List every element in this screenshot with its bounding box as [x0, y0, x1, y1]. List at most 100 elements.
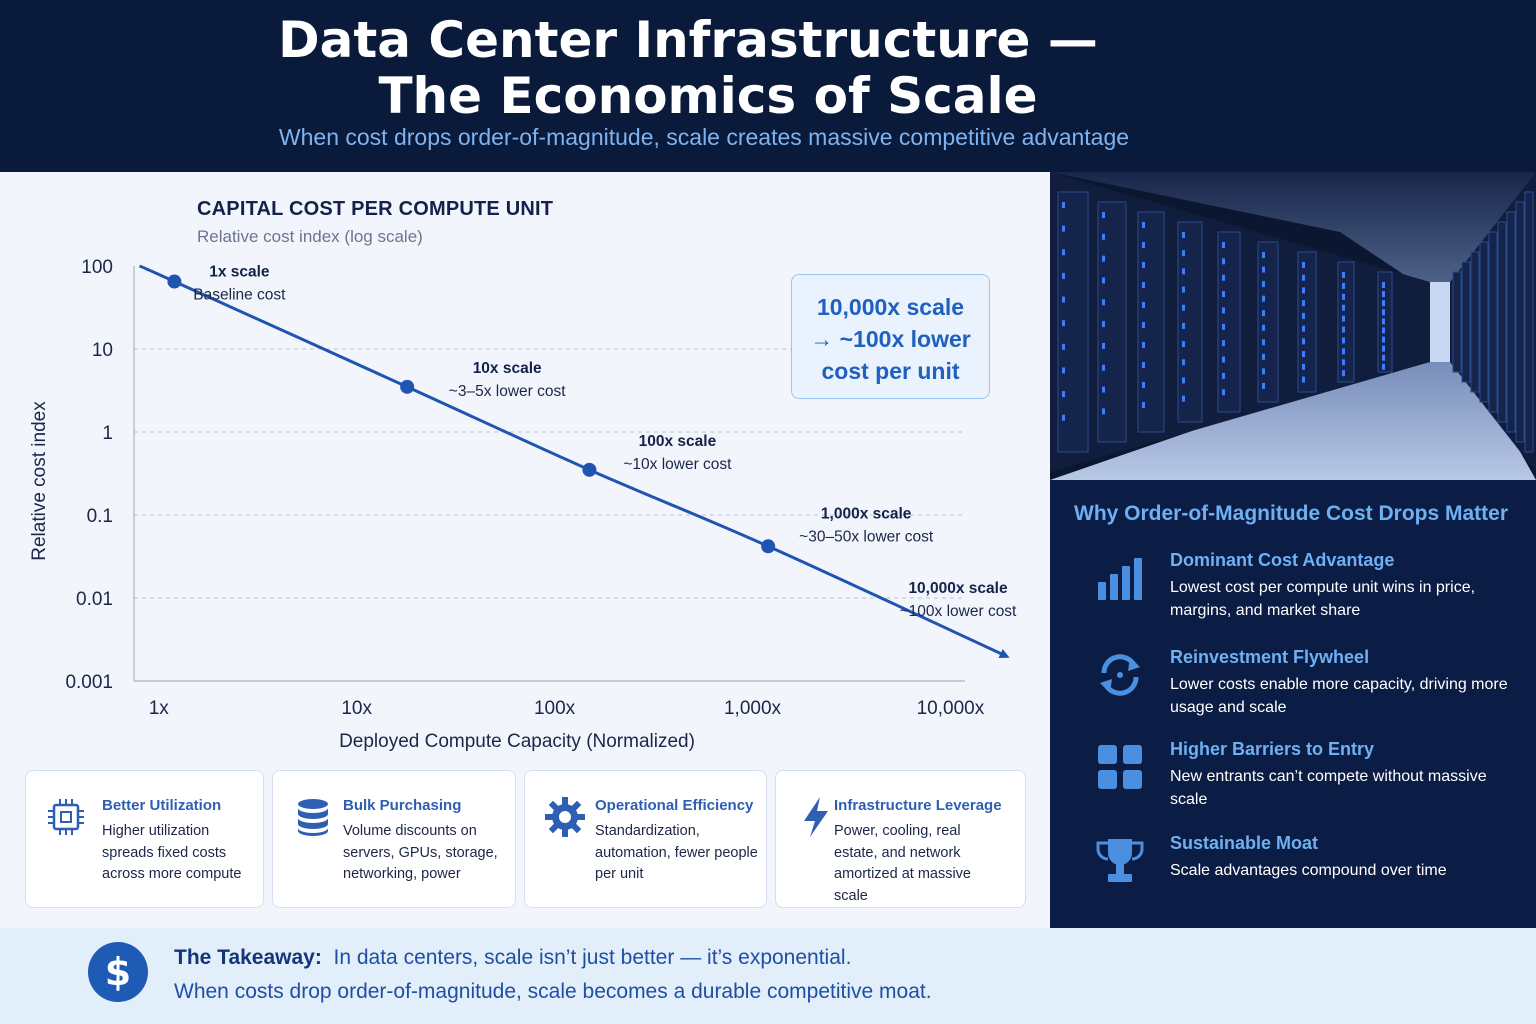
- rack-light: [1382, 309, 1385, 316]
- server-rack-right: [1452, 271, 1462, 373]
- refresh-cycle-icon: [1100, 654, 1140, 696]
- rack-light: [1142, 282, 1145, 288]
- card-desc: Higher utilization spreads fixed costs a…: [102, 823, 242, 882]
- chart-panel: [0, 172, 1050, 762]
- rack-light: [1262, 339, 1265, 346]
- rack-light: [1382, 300, 1385, 307]
- rack-light: [1302, 262, 1305, 268]
- rack-light: [1142, 342, 1145, 348]
- why-panel: Why Order-of-Magnitude Cost Drops Matter…: [1050, 480, 1536, 928]
- rack-light: [1222, 258, 1225, 265]
- card-desc: Power, cooling, real estate, and network…: [834, 823, 971, 904]
- y-tick-label: 10: [92, 340, 113, 361]
- y-tick-label: 1: [102, 423, 113, 444]
- rack-light: [1262, 353, 1265, 360]
- server-rack-right: [1506, 211, 1516, 433]
- rack-light: [1182, 268, 1185, 275]
- rack-light: [1222, 307, 1225, 314]
- server-rack-right: [1488, 231, 1498, 413]
- server-rack-left: [1257, 241, 1279, 403]
- callout-line2: → ~100x lower: [810, 326, 971, 352]
- callout-line1: 10,000x scale: [816, 294, 965, 320]
- card-heading: Better Utilization: [102, 797, 222, 814]
- rack-light: [1182, 250, 1185, 257]
- rack-light: [1302, 351, 1305, 358]
- rack-light: [1182, 359, 1185, 366]
- rack-light: [1342, 293, 1345, 300]
- server-rack-left: [1097, 201, 1127, 443]
- dollar-icon: $: [88, 942, 148, 1002]
- server-rack-right: [1479, 241, 1489, 403]
- end-point-note: ~100x lower cost: [900, 603, 1017, 620]
- page-title-line1: Data Center Infrastructure —: [278, 11, 1098, 69]
- server-rack-right: [1515, 201, 1525, 443]
- server-rack-right: [1470, 251, 1480, 393]
- callout-line3: cost per unit: [821, 358, 960, 384]
- x-tick-label: 1,000x: [724, 698, 782, 719]
- data-point: [167, 274, 182, 289]
- rack-light: [1342, 326, 1345, 333]
- card-infrastructure-leverage: Infrastructure Leverage Power, cooling, …: [775, 770, 1026, 908]
- card-operational-efficiency: Operational Efficiency Standardization, …: [524, 770, 767, 908]
- rack-light: [1302, 287, 1305, 294]
- chip-icon: [48, 799, 84, 835]
- rack-light: [1302, 325, 1305, 332]
- rack-light: [1262, 252, 1265, 258]
- why-heading: Dominant Cost Advantage: [1170, 550, 1395, 570]
- rack-light: [1182, 322, 1185, 329]
- rack-light: [1222, 242, 1225, 248]
- rack-light: [1102, 255, 1105, 262]
- takeaway-label: The Takeaway:: [174, 946, 322, 969]
- rack-light: [1182, 304, 1185, 311]
- rack-light: [1102, 342, 1105, 349]
- rack-light: [1222, 389, 1225, 396]
- rack-light: [1222, 372, 1225, 379]
- rack-light: [1142, 222, 1145, 228]
- rack-light: [1062, 202, 1065, 208]
- series-line: [138, 264, 1010, 659]
- rack-light: [1342, 348, 1345, 355]
- point-label: 1x scale: [209, 264, 270, 281]
- y-axis-label: Relative cost index: [29, 401, 50, 561]
- card-heading: Operational Efficiency: [595, 797, 754, 814]
- point-label: 1,000x scale: [821, 505, 912, 522]
- why-desc: Lower costs enable more capacity, drivin…: [1170, 676, 1508, 716]
- rack-light: [1342, 282, 1345, 289]
- point-note: Baseline cost: [193, 287, 286, 304]
- why-heading: Reinvestment Flywheel: [1170, 647, 1370, 667]
- card-desc: Volume discounts on servers, GPUs, stora…: [343, 823, 498, 882]
- server-rack-left: [1297, 251, 1317, 393]
- rack-light: [1142, 262, 1145, 268]
- why-desc: New entrants can’t compete without massi…: [1170, 768, 1487, 808]
- why-heading: Higher Barriers to Entry: [1170, 739, 1375, 759]
- page-title-line2: The Economics of Scale: [378, 67, 1038, 125]
- card-heading: Infrastructure Leverage: [834, 797, 1002, 814]
- rack-light: [1102, 277, 1105, 284]
- rack-light: [1182, 286, 1185, 293]
- rack-light: [1222, 291, 1225, 298]
- rack-light: [1382, 336, 1385, 343]
- rack-light: [1062, 343, 1065, 350]
- x-tick-label: 10,000x: [917, 698, 985, 719]
- rack-light: [1102, 212, 1105, 218]
- server-rack-left: [1137, 211, 1165, 433]
- driver-cards: Better Utilization Higher utilization sp…: [0, 762, 1050, 928]
- database-icon: [298, 799, 328, 836]
- rack-light: [1382, 345, 1385, 352]
- server-rack-right: [1524, 191, 1534, 453]
- why-desc: Lowest cost per compute unit wins in pri…: [1170, 579, 1476, 619]
- rack-light: [1262, 281, 1265, 288]
- rack-light: [1062, 391, 1065, 398]
- rack-light: [1262, 310, 1265, 317]
- rack-light: [1102, 386, 1105, 393]
- rack-light: [1222, 356, 1225, 363]
- takeaway-line2: When costs drop order-of-magnitude, scal…: [174, 980, 932, 1003]
- trophy-icon: [1096, 839, 1144, 882]
- point-note: ~30–50x lower cost: [799, 528, 934, 545]
- rack-light: [1262, 295, 1265, 302]
- rack-light: [1062, 249, 1065, 256]
- grid-blocks-icon: [1098, 745, 1142, 789]
- point-note: ~3–5x lower cost: [449, 383, 566, 400]
- rack-light: [1182, 232, 1185, 238]
- data-point: [582, 462, 597, 477]
